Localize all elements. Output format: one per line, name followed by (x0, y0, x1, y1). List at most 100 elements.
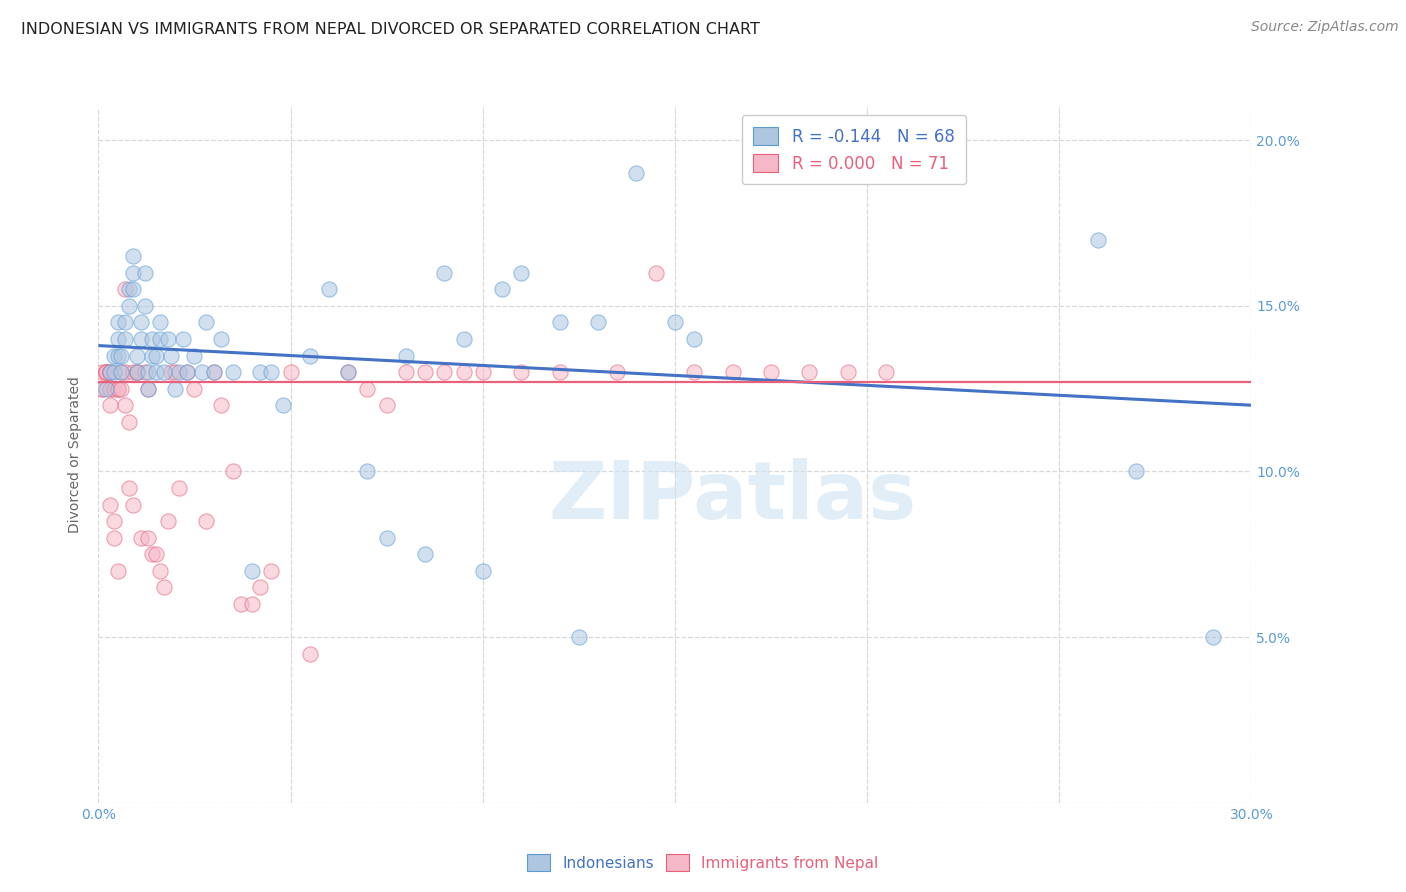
Point (160, 365, 183, 379)
Point (125, 365, 148, 379)
Y-axis label: Divorced or Separated: Divorced or Separated (69, 376, 83, 533)
Point (683, 332, 706, 346)
Point (395, 365, 418, 379)
Point (129, 332, 152, 346)
Point (145, 349, 167, 363)
Point (107, 382, 129, 396)
Point (107, 315, 129, 329)
Point (683, 365, 706, 379)
Point (183, 382, 205, 396)
Point (91, 382, 114, 396)
Point (134, 299, 156, 313)
Point (222, 465, 245, 479)
Point (209, 332, 232, 346)
Point (125, 365, 148, 379)
Point (149, 332, 172, 346)
Point (471, 564, 494, 578)
Point (183, 349, 205, 363)
Point (271, 398, 294, 412)
Point (156, 514, 179, 528)
Point (586, 315, 609, 329)
Point (114, 282, 136, 296)
Point (122, 365, 145, 379)
Point (356, 465, 378, 479)
Point (107, 382, 129, 396)
Point (94, 365, 117, 379)
Point (138, 531, 160, 545)
Point (413, 365, 436, 379)
Point (103, 349, 125, 363)
Point (453, 365, 475, 379)
Point (249, 365, 271, 379)
Point (125, 365, 148, 379)
Point (491, 282, 513, 296)
Point (395, 349, 418, 363)
Point (91, 365, 114, 379)
Point (240, 597, 263, 611)
Point (759, 365, 782, 379)
Point (172, 332, 194, 346)
Point (118, 415, 141, 429)
Point (1087, 233, 1109, 247)
Point (103, 382, 125, 396)
Point (298, 349, 321, 363)
Point (114, 365, 136, 379)
Point (260, 564, 283, 578)
Point (152, 581, 174, 595)
Point (138, 365, 160, 379)
Point (122, 266, 145, 280)
Point (129, 531, 152, 545)
Point (548, 315, 571, 329)
Point (799, 365, 821, 379)
Point (195, 514, 218, 528)
Text: Source: ZipAtlas.com: Source: ZipAtlas.com (1251, 20, 1399, 34)
Point (138, 382, 160, 396)
Point (209, 398, 232, 412)
Point (176, 365, 198, 379)
Point (134, 266, 156, 280)
Point (138, 382, 160, 396)
Point (202, 365, 225, 379)
Point (91, 382, 114, 396)
Point (103, 514, 125, 528)
Point (94, 365, 117, 379)
Point (413, 547, 436, 561)
Point (160, 349, 183, 363)
Point (118, 299, 141, 313)
Point (110, 365, 132, 379)
Point (141, 332, 163, 346)
Point (167, 481, 190, 495)
Point (260, 365, 283, 379)
Point (98, 365, 121, 379)
Point (110, 382, 132, 396)
Point (125, 349, 148, 363)
Point (165, 365, 187, 379)
Point (318, 282, 340, 296)
Point (165, 382, 187, 396)
Point (107, 349, 129, 363)
Point (471, 365, 494, 379)
Point (98, 382, 121, 396)
Point (118, 282, 141, 296)
Point (510, 266, 533, 280)
Point (152, 365, 174, 379)
Point (122, 498, 145, 512)
Point (107, 564, 129, 578)
Point (110, 349, 132, 363)
Point (195, 315, 218, 329)
Point (249, 581, 271, 595)
Point (510, 365, 533, 379)
Point (98, 365, 121, 379)
Point (94, 365, 117, 379)
Point (114, 315, 136, 329)
Point (222, 365, 245, 379)
Point (145, 365, 167, 379)
Point (176, 365, 198, 379)
Point (134, 365, 156, 379)
Point (141, 349, 163, 363)
Point (356, 382, 378, 396)
Text: INDONESIAN VS IMMIGRANTS FROM NEPAL DIVORCED OR SEPARATED CORRELATION CHART: INDONESIAN VS IMMIGRANTS FROM NEPAL DIVO… (21, 22, 761, 37)
Point (98, 365, 121, 379)
Point (280, 365, 302, 379)
Point (110, 365, 132, 379)
